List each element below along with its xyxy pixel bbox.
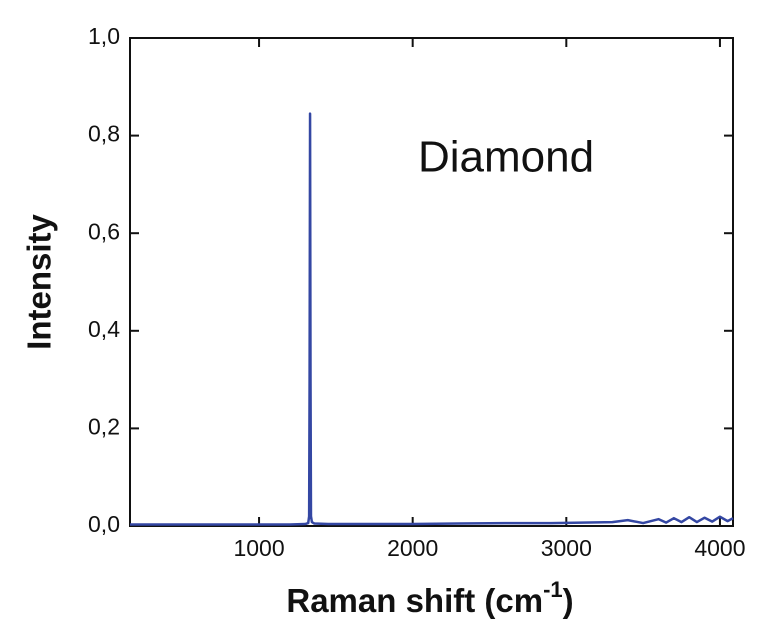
y-tick-label: 0,4 <box>88 316 120 342</box>
y-tick-label: 0,2 <box>88 413 120 439</box>
plot-frame <box>129 37 734 527</box>
y-tick-label: 0,0 <box>88 511 120 537</box>
y-tick-label: 0,6 <box>88 218 120 244</box>
x-tick-label: 2000 <box>387 535 438 561</box>
x-axis-label-suffix: ) <box>563 582 574 619</box>
x-axis-label: Raman shift (cm-1) <box>286 577 573 619</box>
x-axis-label-sup: -1 <box>543 577 563 602</box>
x-axis-label-text: Raman shift (cm <box>286 582 543 619</box>
x-tick-label: 3000 <box>541 535 592 561</box>
y-tick-label: 0,8 <box>88 121 120 147</box>
annotation: Diamond <box>418 133 594 182</box>
x-tick-label: 1000 <box>233 535 284 561</box>
y-tick-label: 1,0 <box>88 23 120 49</box>
y-axis-label: Intensity <box>21 214 58 350</box>
data-line <box>130 112 734 526</box>
x-tick-label: 4000 <box>694 535 745 561</box>
